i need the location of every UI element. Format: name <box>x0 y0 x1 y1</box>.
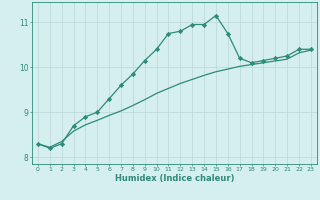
X-axis label: Humidex (Indice chaleur): Humidex (Indice chaleur) <box>115 174 234 183</box>
